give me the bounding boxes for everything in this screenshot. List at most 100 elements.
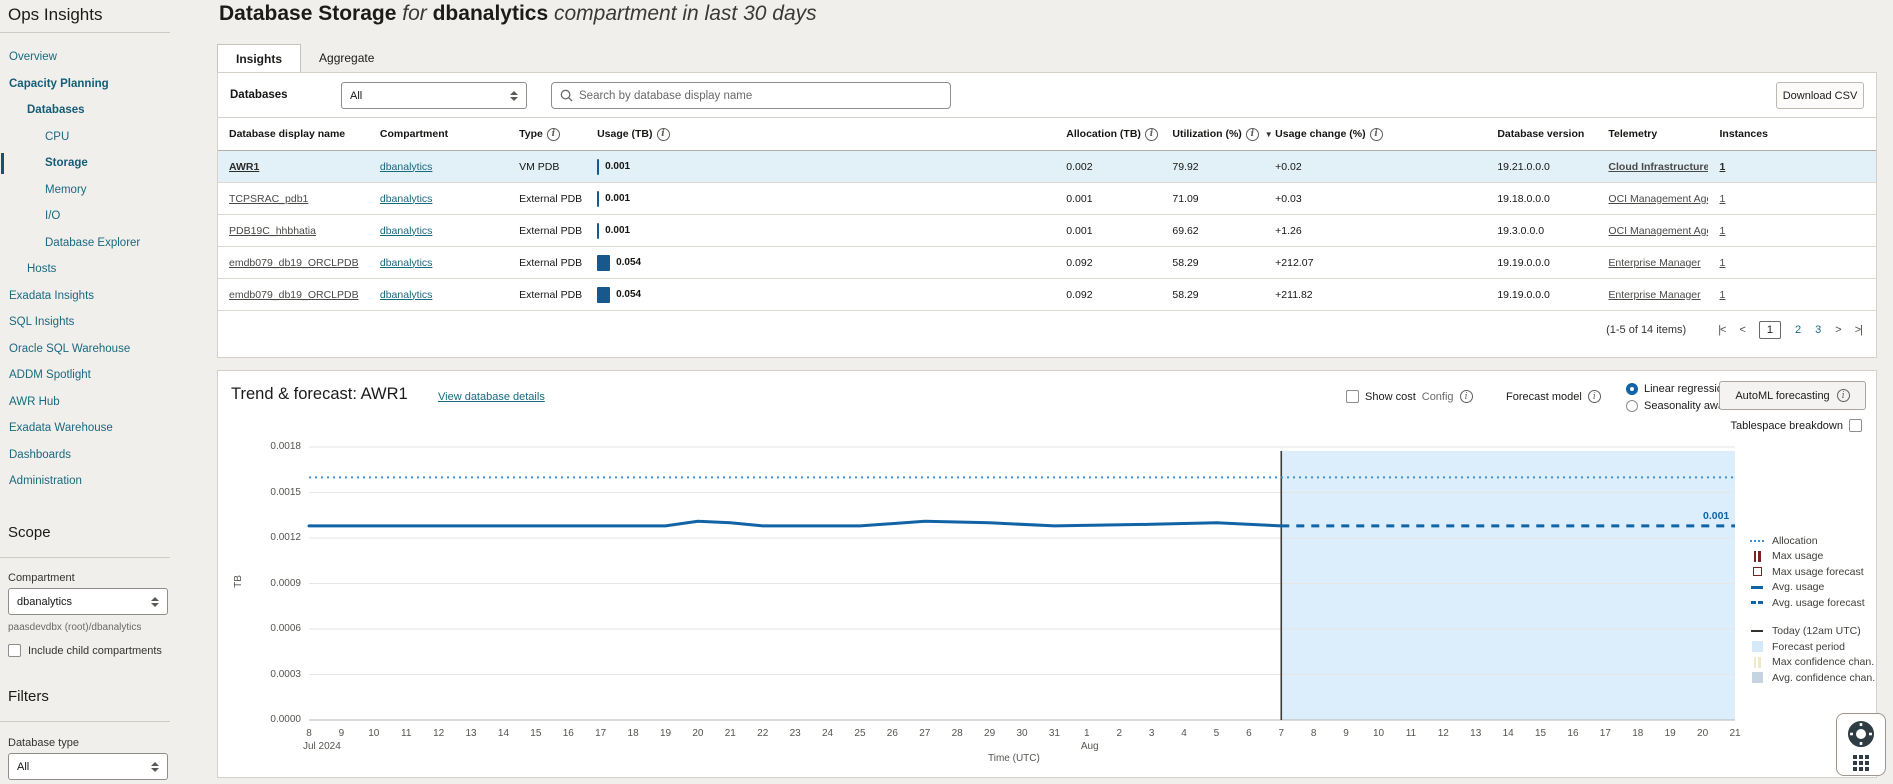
x-tick-label: 25 bbox=[847, 728, 873, 739]
column-header-compartment[interactable]: Compartment bbox=[369, 128, 508, 140]
databases-select[interactable]: All bbox=[341, 82, 527, 109]
table-row[interactable]: AWR1dbanalyticsVM PDB0.0010.00279.92+0.0… bbox=[218, 151, 1876, 183]
column-header-utilization-[interactable]: Utilization (%)i▼ bbox=[1161, 128, 1264, 141]
database-type-label: Database type bbox=[8, 737, 79, 749]
usage-change-cell: +211.82 bbox=[1264, 289, 1486, 301]
database-name-link[interactable]: AWR1 bbox=[229, 161, 259, 173]
pagination-page-2[interactable]: 2 bbox=[1795, 324, 1801, 336]
compartment-link[interactable]: dbanalytics bbox=[380, 193, 433, 205]
database-name-link[interactable]: emdb079_db19_ORCLPDB bbox=[229, 289, 359, 301]
pagination-next-button[interactable]: > bbox=[1835, 324, 1840, 336]
tab-insights[interactable]: Insights bbox=[217, 44, 301, 73]
pagination-prev-button[interactable]: < bbox=[1739, 324, 1744, 336]
radio-seasonality-aware[interactable]: Seasonality aware bbox=[1626, 400, 1734, 412]
table-row[interactable]: emdb079_db19_ORCLPDBdbanalyticsExternal … bbox=[218, 279, 1876, 311]
sidebar-item-dashboards[interactable]: Dashboards bbox=[0, 442, 185, 469]
show-cost-checkbox[interactable] bbox=[1346, 390, 1359, 403]
column-header-usage-change-[interactable]: Usage change (%)i bbox=[1264, 128, 1486, 141]
type-cell: External PDB bbox=[508, 257, 586, 269]
sidebar-item-administration[interactable]: Administration bbox=[0, 468, 185, 495]
database-version-cell: 19.3.0.0.0 bbox=[1486, 225, 1597, 237]
sidebar-item-databases[interactable]: Databases bbox=[0, 97, 185, 124]
telemetry-link[interactable]: Cloud Infrastructure bbox=[1608, 161, 1708, 173]
download-csv-button[interactable]: Download CSV bbox=[1776, 82, 1864, 109]
database-name-link[interactable]: emdb079_db19_ORCLPDB bbox=[229, 257, 359, 269]
table-row[interactable]: emdb079_db19_ORCLPDB dbanalytics External … bbox=[218, 247, 1876, 279]
column-header-usage-tb-[interactable]: Usage (TB)i bbox=[586, 128, 1055, 141]
pagination-page-3[interactable]: 3 bbox=[1815, 324, 1821, 336]
app-launcher-icon[interactable] bbox=[1853, 755, 1869, 771]
pagination-first-button[interactable]: |< bbox=[1718, 324, 1725, 336]
instances-link[interactable]: 1 bbox=[1719, 289, 1725, 301]
page-title-rest: compartment in last 30 days bbox=[554, 2, 817, 25]
sidebar-item-capacity-planning[interactable]: Capacity Planning bbox=[0, 71, 185, 98]
sidebar-item-exadata-insights[interactable]: Exadata Insights bbox=[0, 283, 185, 310]
database-name-link[interactable]: TCPSRAC_pdb1 bbox=[229, 193, 308, 205]
sidebar-item-sql-insights[interactable]: SQL Insights bbox=[0, 309, 185, 336]
sidebar-item-overview[interactable]: Overview bbox=[0, 44, 185, 71]
help-lifebuoy-icon[interactable] bbox=[1846, 719, 1876, 749]
compartment-select[interactable]: dbanalytics bbox=[8, 588, 168, 615]
instances-link[interactable]: 1 bbox=[1719, 257, 1725, 269]
sidebar-item-i-o[interactable]: I/O bbox=[0, 203, 185, 230]
radio-off-icon[interactable] bbox=[1626, 400, 1638, 412]
tab-aggregate[interactable]: Aggregate bbox=[301, 44, 392, 73]
sidebar-item-memory[interactable]: Memory bbox=[0, 177, 185, 204]
sidebar-item-oracle-sql-warehouse[interactable]: Oracle SQL Warehouse bbox=[0, 336, 185, 363]
automl-forecasting-button[interactable]: AutoML forecasting i bbox=[1719, 381, 1866, 410]
sidebar-item-addm-spotlight[interactable]: ADDM Spotlight bbox=[0, 362, 185, 389]
forecast-model-info-icon[interactable]: i bbox=[1588, 390, 1601, 403]
month-label: Aug bbox=[1081, 741, 1099, 752]
column-header-instances[interactable]: Instances bbox=[1708, 128, 1876, 140]
column-header-type[interactable]: Typei bbox=[508, 128, 586, 141]
sidebar-item-cpu[interactable]: CPU bbox=[0, 124, 185, 151]
table-row[interactable]: TCPSRAC_pdb1dbanalyticsExternal PDB0.001… bbox=[218, 183, 1876, 215]
usage-bar bbox=[597, 159, 599, 175]
allocation-cell: 0.092 bbox=[1055, 257, 1161, 269]
compartment-link[interactable]: dbanalytics bbox=[380, 257, 433, 269]
sidebar-item-storage[interactable]: Storage bbox=[0, 150, 185, 177]
include-children-checkbox[interactable] bbox=[8, 644, 21, 657]
compartment-link[interactable]: dbanalytics bbox=[380, 289, 433, 301]
database-type-select[interactable]: All bbox=[8, 753, 168, 780]
radio-on-icon[interactable] bbox=[1626, 383, 1638, 395]
compartment-link[interactable]: dbanalytics bbox=[380, 161, 433, 173]
chevron-updown-icon bbox=[151, 597, 159, 607]
legend-item-avg-usage-forecast: Avg. usage forecast bbox=[1749, 595, 1875, 611]
database-name-link[interactable]: PDB19C_hhbhatia bbox=[229, 225, 316, 237]
instances-link[interactable]: 1 bbox=[1719, 193, 1725, 205]
pagination-last-button[interactable]: >| bbox=[1855, 324, 1862, 336]
telemetry-link[interactable]: OCI Management Agent bbox=[1608, 193, 1708, 205]
column-header-database-version[interactable]: Database version bbox=[1486, 128, 1597, 140]
sidebar-item-exadata-warehouse[interactable]: Exadata Warehouse bbox=[0, 415, 185, 442]
table-row[interactable]: PDB19C_hhbhatiadbanalyticsExternal PDB0.… bbox=[218, 215, 1876, 247]
telemetry-link[interactable]: OCI Management Agent bbox=[1608, 225, 1708, 237]
instances-link[interactable]: 1 bbox=[1719, 161, 1725, 173]
x-tick-label: 26 bbox=[879, 728, 905, 739]
info-icon[interactable]: i bbox=[657, 128, 670, 141]
legend-swatch bbox=[1749, 586, 1765, 589]
info-icon[interactable]: i bbox=[547, 128, 560, 141]
info-icon[interactable]: i bbox=[1145, 128, 1158, 141]
telemetry-link[interactable]: Enterprise Manager bbox=[1608, 257, 1700, 269]
pagination-page-1[interactable]: 1 bbox=[1759, 321, 1781, 339]
automl-info-icon[interactable]: i bbox=[1837, 389, 1850, 402]
view-database-details-link[interactable]: View database details bbox=[438, 391, 545, 403]
column-header-telemetry[interactable]: Telemetry bbox=[1597, 128, 1708, 140]
column-header-allocation-tb-[interactable]: Allocation (TB)i bbox=[1055, 128, 1161, 141]
column-header-database-display-name[interactable]: Database display name bbox=[218, 128, 369, 140]
sidebar-item-awr-hub[interactable]: AWR Hub bbox=[0, 389, 185, 416]
config-info-icon[interactable]: i bbox=[1460, 390, 1473, 403]
x-tick-label: 17 bbox=[1592, 728, 1618, 739]
telemetry-link[interactable]: Enterprise Manager bbox=[1608, 289, 1700, 301]
compartment-link[interactable]: dbanalytics bbox=[380, 225, 433, 237]
info-icon[interactable]: i bbox=[1246, 128, 1259, 141]
sidebar-item-hosts[interactable]: Hosts bbox=[0, 256, 185, 283]
sidebar-item-database-explorer[interactable]: Database Explorer bbox=[0, 230, 185, 257]
search-input[interactable] bbox=[579, 90, 942, 102]
sidebar: Ops Insights OverviewCapacity PlanningDa… bbox=[0, 0, 185, 784]
instances-link[interactable]: 1 bbox=[1719, 225, 1725, 237]
info-icon[interactable]: i bbox=[1370, 128, 1383, 141]
radio-linear-regression[interactable]: Linear regression bbox=[1626, 383, 1729, 395]
tablespace-breakdown-checkbox[interactable] bbox=[1849, 419, 1862, 432]
